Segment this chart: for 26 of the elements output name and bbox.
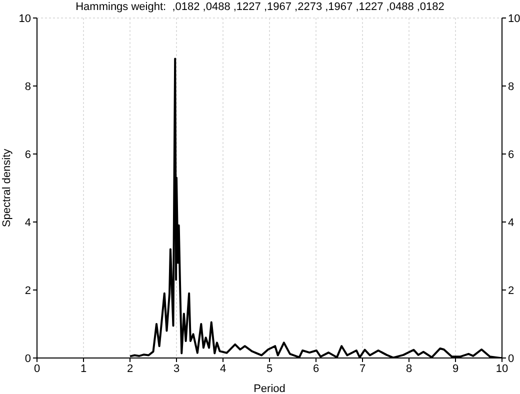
- y-tick-label: 8: [24, 80, 31, 93]
- y-tick-label: 6: [24, 148, 31, 161]
- y2-tick-label: 0: [508, 352, 514, 365]
- x-tick-label: 3: [173, 362, 180, 375]
- x-tick-label: 9: [452, 362, 459, 375]
- x-tick-label: 10: [496, 362, 508, 375]
- y2-tick-label: 8: [508, 80, 514, 93]
- y2-tick-label: 10: [508, 12, 520, 25]
- y-tick-label: 0: [24, 352, 31, 365]
- x-tick-label: 1: [80, 362, 87, 375]
- y2-tick-label: 4: [508, 216, 514, 229]
- chart-title: Hammings weight: ,0182 ,0488 ,1227 ,1967 ,2273 ,1967 ,1227 ,0488 ,0182: [74, 0, 446, 14]
- x-tick-label: 6: [312, 362, 320, 375]
- x-axis-title: Period: [254, 383, 286, 394]
- y2-tick-label: 6: [508, 148, 514, 161]
- y-tick-label: 2: [24, 284, 31, 297]
- x-tick-label: 2: [126, 362, 134, 375]
- x-tick-label: 0: [34, 362, 40, 375]
- x-tick-label: 7: [359, 362, 366, 375]
- x-tick-label: 4: [220, 362, 226, 375]
- x-tick-label: 5: [266, 362, 273, 375]
- y2-tick-label: 2: [508, 284, 514, 297]
- y-tick-label: 4: [24, 216, 31, 229]
- y-tick-label: 10: [18, 12, 31, 25]
- y-axis-title: Spectral density: [0, 148, 13, 228]
- x-tick-label: 8: [406, 362, 412, 375]
